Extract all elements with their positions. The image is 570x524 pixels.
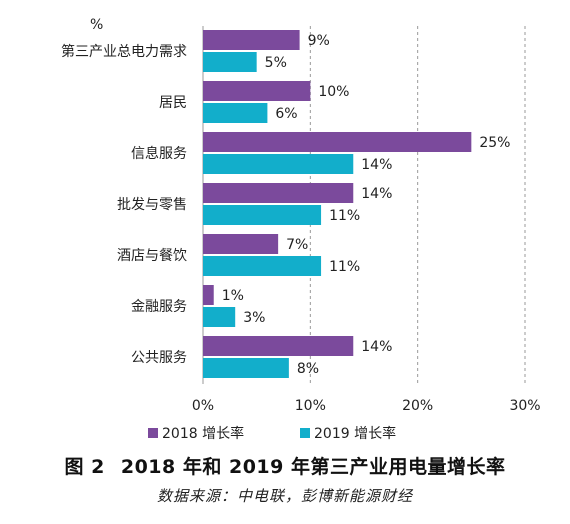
bar — [203, 154, 354, 174]
bar — [203, 358, 289, 378]
category-label: 信息服务 — [131, 145, 187, 162]
data-label: 9% — [308, 33, 330, 49]
bar — [203, 183, 354, 203]
data-label: 8% — [297, 361, 319, 377]
category-label: 公共服务 — [131, 350, 187, 366]
data-label: 14% — [361, 186, 392, 202]
legend-swatch — [148, 428, 158, 438]
figure-title-text: 2018 年和 2019 年第三产业用电量增长率 — [120, 456, 506, 478]
category-label: 酒店与餐饮 — [117, 248, 187, 264]
bar — [203, 285, 214, 305]
bar — [203, 234, 279, 254]
bars — [203, 30, 472, 378]
bar — [203, 336, 354, 356]
data-label: 25% — [479, 135, 510, 151]
category-label: 金融服务 — [131, 299, 187, 315]
x-tick-label: 10% — [295, 398, 326, 414]
data-labels: 9%5%10%6%25%14%14%11%7%11%1%3%14%8% — [222, 33, 511, 377]
data-label: 5% — [265, 55, 287, 71]
bar — [203, 30, 300, 50]
x-tick-label: 0% — [192, 398, 214, 414]
data-label: 11% — [329, 208, 360, 224]
data-label: 11% — [329, 259, 360, 275]
bar — [203, 205, 322, 225]
category-label: 批发与零售 — [117, 197, 187, 213]
bar — [203, 132, 472, 152]
bar — [203, 52, 257, 72]
unit-label: % — [90, 17, 103, 33]
data-label: 3% — [243, 310, 265, 326]
legend-label: 2018 增长率 — [162, 425, 244, 442]
data-label: 14% — [361, 157, 392, 173]
legend-swatch — [300, 428, 310, 438]
category-label: 居民 — [159, 95, 187, 111]
category-label: 第三产业总电力需求 — [61, 43, 187, 60]
bar — [203, 103, 268, 123]
figure-title: 图 2 2018 年和 2019 年第三产业用电量增长率 — [0, 452, 570, 479]
bar — [203, 256, 322, 276]
data-label: 14% — [361, 339, 392, 355]
data-label: 10% — [318, 84, 349, 100]
x-tick-label: 30% — [509, 398, 540, 414]
figure-number: 图 2 — [64, 456, 105, 478]
source-note: 数据来源：中电联，彭博新能源财经 — [156, 487, 413, 505]
data-label: 6% — [275, 106, 297, 122]
bar — [203, 307, 236, 327]
data-label: 1% — [222, 288, 244, 304]
x-tick-labels: 0% 10% 20% 30% — [192, 398, 541, 414]
data-label: 7% — [286, 237, 308, 253]
legend-label: 2019 增长率 — [314, 425, 396, 442]
x-tick-label: 20% — [402, 398, 433, 414]
bar — [203, 81, 311, 101]
legend: 2018 增长率 2019 增长率 — [148, 425, 396, 442]
